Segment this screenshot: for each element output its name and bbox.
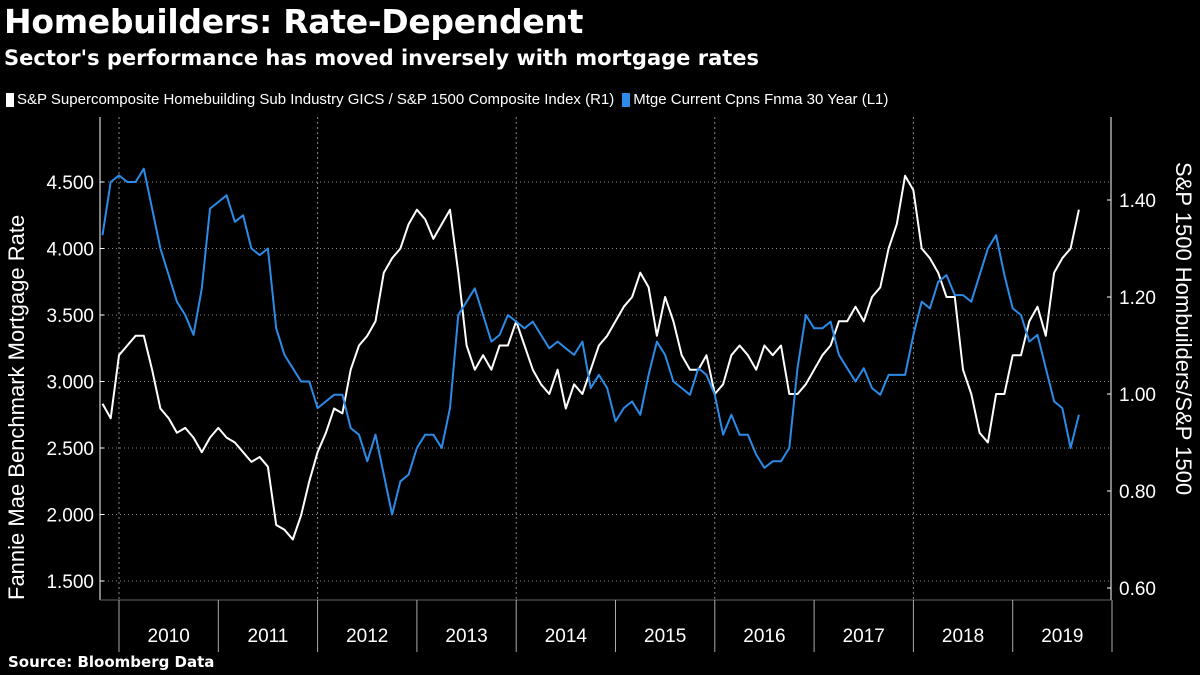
left-tick-label: 1.500 <box>46 572 94 593</box>
x-tick-label: 2016 <box>743 626 785 647</box>
left-tick-label: 4.000 <box>46 240 94 261</box>
right-tick-label: 1.20 <box>1119 288 1156 309</box>
right-tick-label: 0.60 <box>1119 579 1156 600</box>
legend-label: Mtge Current Cpns Fnma 30 Year (L1) <box>633 91 889 108</box>
right-axis-label: S&P 1500 Hombuilders/S&P 1500 <box>1171 162 1196 495</box>
left-tick-label: 2.000 <box>46 506 94 527</box>
x-tick-label: 2018 <box>942 626 984 647</box>
source-note: Source: Bloomberg Data <box>8 653 215 671</box>
left-tick-label: 2.500 <box>46 439 94 460</box>
right-tick-label: 1.40 <box>1119 191 1156 212</box>
legend-label: S&P Supercomposite Homebuilding Sub Indu… <box>17 91 615 108</box>
legend-swatch-white <box>6 92 14 107</box>
x-tick-label: 2014 <box>545 626 588 647</box>
left-tick-label: 3.000 <box>46 373 94 394</box>
x-tick-label: 2013 <box>445 626 487 647</box>
x-tick-label: 2010 <box>148 626 190 647</box>
right-tick-label: 1.00 <box>1119 385 1156 406</box>
legend-item-mortgage: Mtge Current Cpns Fnma 30 Year (L1) <box>622 91 888 108</box>
x-tick-label: 2015 <box>644 626 686 647</box>
legend: S&P Supercomposite Homebuilding Sub Indu… <box>6 91 888 108</box>
x-tick-label: 2012 <box>346 626 388 647</box>
x-tick-label: 2019 <box>1041 626 1083 647</box>
left-axis-label: Fannie Mae Benchmark Mortgage Rate <box>4 215 29 600</box>
right-tick-label: 0.80 <box>1119 482 1156 503</box>
homebuilders-ratio-line <box>101 174 1080 541</box>
left-tick-label: 4.500 <box>46 173 94 194</box>
x-tick-label: 2017 <box>843 626 885 647</box>
x-tick-label: 2011 <box>248 626 289 647</box>
legend-swatch-blue <box>622 92 631 107</box>
mortgage-rate-line <box>101 167 1080 516</box>
legend-item-homebuilders: S&P Supercomposite Homebuilding Sub Indu… <box>6 91 614 108</box>
chart-subtitle: Sector's performance has moved inversely… <box>4 46 760 70</box>
chart-title: Homebuilders: Rate-Dependent <box>4 2 584 41</box>
left-tick-label: 3.500 <box>46 306 94 327</box>
